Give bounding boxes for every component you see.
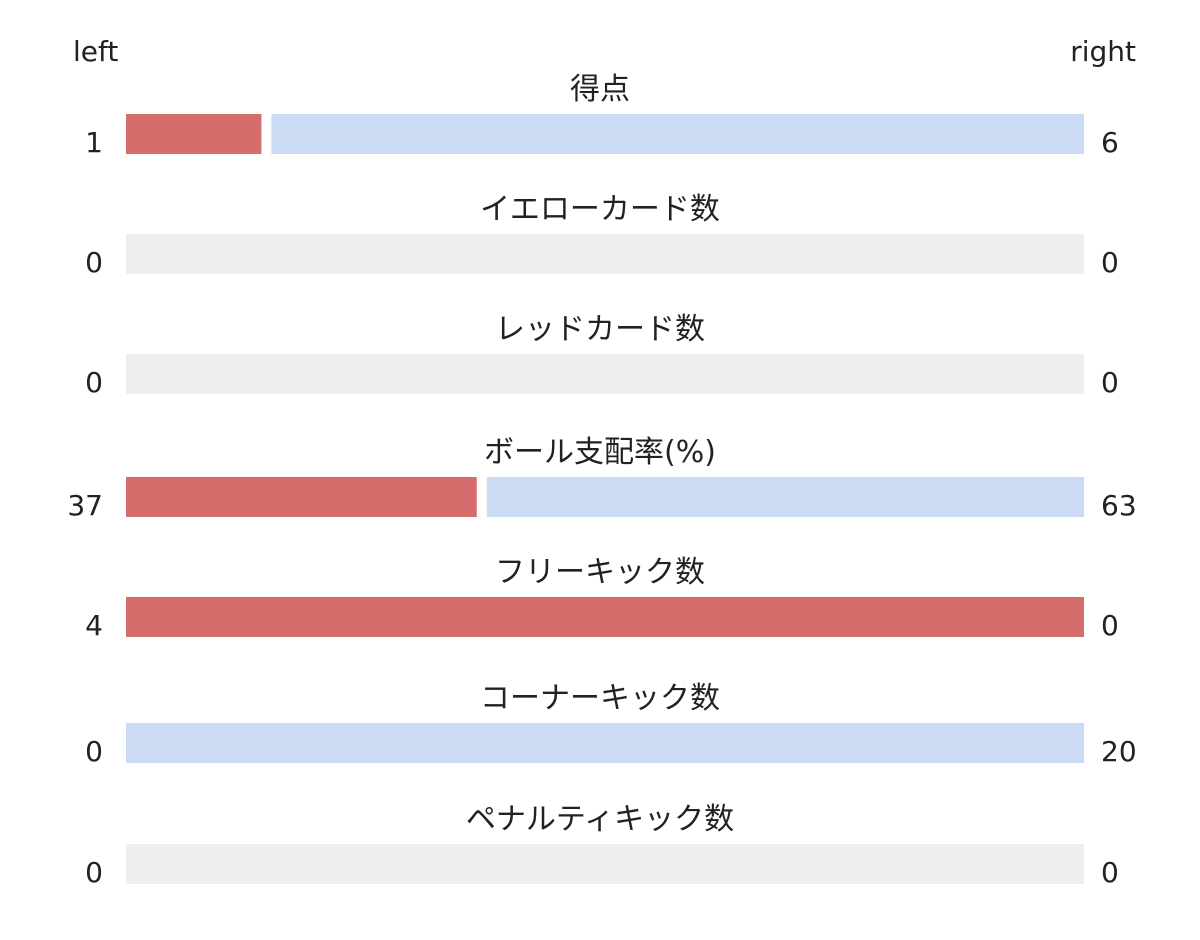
left-value: 0 [85, 856, 103, 889]
metric-label: ボール支配率(%) [484, 435, 716, 470]
stat-rows: 得点 1 6 イエローカード数 0 0 レッドカード数 0 0 ボール支配率(%) 37 63 フリーキ… [67, 72, 1136, 889]
empty-bar [126, 234, 1084, 274]
left-bar [126, 114, 262, 154]
left-value: 4 [85, 609, 103, 642]
left-bar [126, 597, 1084, 637]
right-bar [126, 723, 1084, 763]
metric-label: 得点 [570, 72, 630, 107]
right-team-label: right [1070, 35, 1136, 68]
right-value: 20 [1101, 735, 1137, 768]
right-value: 0 [1101, 609, 1119, 642]
metric-label: イエローカード数 [480, 192, 720, 227]
right-value: 0 [1101, 246, 1119, 279]
right-bar [271, 114, 1084, 154]
empty-bar [126, 844, 1084, 884]
right-value: 63 [1101, 489, 1137, 522]
metric-label: コーナーキック数 [480, 681, 720, 716]
left-value: 1 [85, 126, 103, 159]
left-value: 0 [85, 246, 103, 279]
left-value: 37 [67, 489, 103, 522]
left-value: 0 [85, 735, 103, 768]
left-bar [126, 477, 477, 517]
right-value: 0 [1101, 366, 1119, 399]
metric-label: フリーキック数 [495, 555, 705, 590]
left-value: 0 [85, 366, 103, 399]
right-value: 6 [1101, 126, 1119, 159]
metric-label: レッドカード数 [495, 312, 705, 347]
right-bar [486, 477, 1084, 517]
right-value: 0 [1101, 856, 1119, 889]
empty-bar [126, 354, 1084, 394]
left-team-label: left [73, 35, 118, 68]
metric-label: ペナルティキック数 [466, 802, 734, 837]
